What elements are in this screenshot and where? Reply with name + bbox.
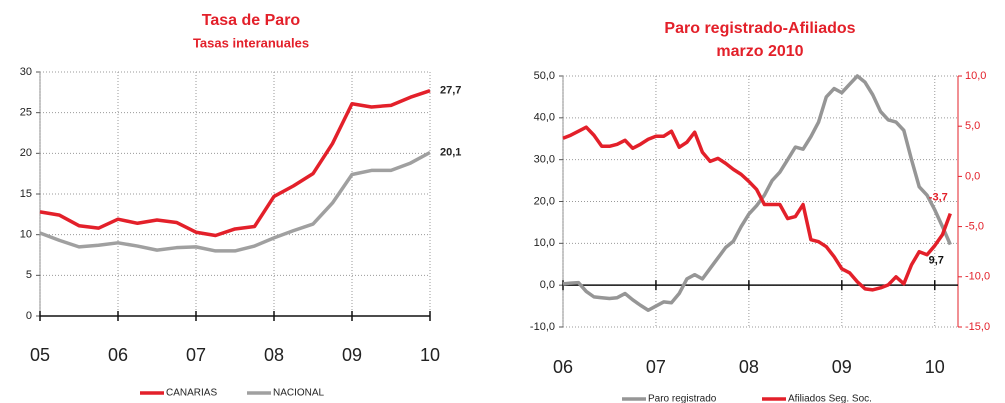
- data-label: -3,7: [929, 191, 948, 203]
- data-label: 27,7: [440, 85, 461, 97]
- legend-label: CANARIAS: [166, 388, 217, 399]
- y-tick-label: -10,0: [530, 321, 555, 333]
- y-tick-label: 20: [20, 147, 32, 159]
- x-tick-label: 08: [739, 357, 759, 377]
- data-label: 20,1: [440, 146, 461, 158]
- chart-title: Tasa de Paro: [202, 12, 301, 29]
- y-tick-label: 10,0: [534, 237, 555, 249]
- legend-label: Paro registrado: [648, 394, 717, 403]
- series-line: [562, 74, 952, 313]
- legend-label: Afiliados Seg. Soc.: [788, 394, 872, 403]
- data-label: 9,7: [929, 254, 944, 266]
- series-line: [562, 125, 952, 292]
- y-tick-label: 30,0: [534, 154, 555, 166]
- x-tick-label: 07: [646, 357, 666, 377]
- y-tick-label: 5: [26, 269, 32, 281]
- chart-subtitle: marzo 2010: [716, 43, 803, 60]
- chart-title: Paro registrado-Afiliados: [664, 20, 855, 37]
- y-tick-label: 20,0: [534, 195, 555, 207]
- y-tick-label: 10: [20, 229, 32, 241]
- y-tick-label: 0: [26, 310, 32, 322]
- x-tick-label: 09: [832, 357, 852, 377]
- x-tick-label: 10: [925, 357, 945, 377]
- y2-tick-label: 10,0: [965, 70, 986, 82]
- y-tick-label: 30: [20, 66, 32, 78]
- series-line: [39, 89, 431, 238]
- y-tick-label: 15: [20, 188, 32, 200]
- x-tick-label: 06: [108, 345, 128, 365]
- y-tick-label: 50,0: [534, 70, 555, 82]
- x-tick-label: 06: [553, 357, 573, 377]
- y2-tick-label: -10,0: [965, 271, 990, 283]
- y2-tick-label: -15,0: [965, 321, 990, 333]
- y2-tick-label: 5,0: [965, 120, 980, 132]
- chart-subtitle: Tasas interanuales: [193, 35, 309, 50]
- y-tick-label: 40,0: [534, 112, 555, 124]
- series-line: [39, 150, 431, 253]
- x-tick-label: 10: [420, 345, 440, 365]
- x-tick-label: 09: [342, 345, 362, 365]
- y2-tick-label: 0,0: [965, 170, 980, 182]
- x-tick-label: 08: [264, 345, 284, 365]
- x-tick-label: 07: [186, 345, 206, 365]
- y-tick-label: 25: [20, 107, 32, 119]
- x-tick-label: 05: [30, 345, 50, 365]
- legend-label: NACIONAL: [273, 388, 325, 399]
- y-tick-label: 0,0: [540, 279, 555, 291]
- y2-tick-label: -5,0: [965, 221, 984, 233]
